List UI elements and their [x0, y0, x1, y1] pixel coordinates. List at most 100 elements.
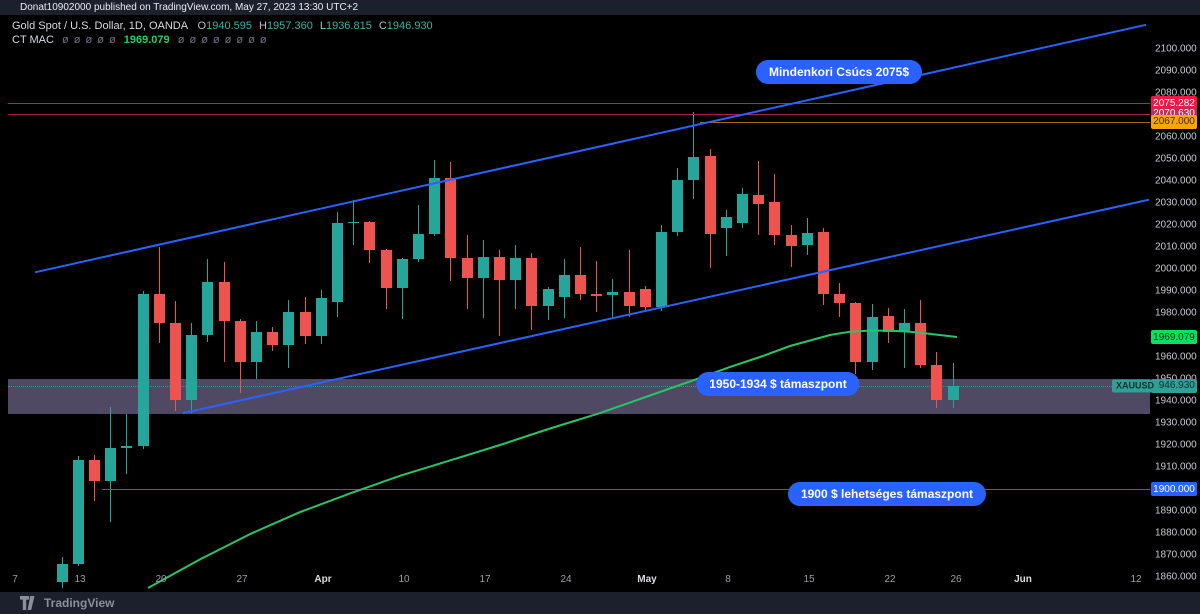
indicator-empty-slot: ø — [108, 34, 116, 46]
price-label-1946.930: 1946.930 — [1151, 378, 1197, 393]
candle[interactable] — [169, 322, 181, 400]
candle[interactable] — [267, 331, 279, 345]
price-line-ath-line-1[interactable] — [8, 103, 1150, 105]
candle[interactable] — [153, 294, 165, 323]
candle[interactable] — [121, 446, 133, 449]
candle-wick[interactable] — [693, 111, 695, 199]
candle[interactable] — [574, 274, 586, 295]
tradingview-brand[interactable]: TradingView — [20, 596, 114, 610]
candle[interactable] — [364, 221, 376, 251]
candle[interactable] — [558, 274, 570, 297]
price-tick-label: 2040.000 — [1155, 175, 1197, 187]
annotation-bubble-2[interactable]: 1950-1934 $ támaszpont — [696, 372, 860, 396]
legend-symbol-row[interactable]: Gold Spot / U.S. Dollar, 1D, OANDA O1940… — [12, 19, 433, 33]
candle[interactable] — [769, 201, 781, 235]
candle[interactable] — [56, 563, 68, 583]
price-line-support-1900[interactable] — [102, 489, 1150, 490]
annotation-bubble-3[interactable]: 1900 $ lehetséges támaszpont — [787, 482, 987, 506]
plot-area[interactable]: Mindenkori Csúcs 2075$ 1950-1934 $ támasz… — [0, 15, 1150, 592]
price-line-orange-level[interactable] — [700, 121, 1150, 123]
candle[interactable] — [412, 233, 424, 260]
candle[interactable] — [623, 292, 635, 307]
candle-wick[interactable] — [126, 414, 128, 474]
candle[interactable] — [445, 177, 457, 258]
candle[interactable] — [866, 317, 878, 363]
candle[interactable] — [882, 316, 894, 332]
candle[interactable] — [477, 256, 489, 278]
moving-average-line[interactable] — [147, 329, 958, 589]
candle[interactable] — [283, 311, 295, 345]
candle[interactable] — [186, 335, 198, 400]
candle[interactable] — [396, 259, 408, 288]
time-tick-May: May — [637, 574, 657, 585]
candle[interactable] — [607, 292, 619, 296]
candle[interactable] — [315, 297, 327, 337]
candle[interactable] — [218, 282, 230, 321]
candle[interactable] — [331, 222, 343, 302]
publish-info-text: Donat10902000 published on TradingView.c… — [20, 2, 359, 13]
candle-wick[interactable] — [790, 225, 792, 267]
price-tick-label: 2100.000 — [1155, 43, 1197, 55]
indicator-name[interactable]: CT MAC — [12, 34, 54, 46]
indicator-value: 1969.079 — [123, 34, 170, 46]
candle[interactable] — [850, 303, 862, 363]
time-tick-7: 7 — [12, 574, 18, 585]
candle[interactable] — [380, 250, 392, 288]
time-axis[interactable]: 7 13 20 27 Apr 10 17 24 May 8 15 22 26 Jun 12 — [0, 570, 1150, 592]
candle-wick[interactable] — [482, 240, 484, 319]
candle[interactable] — [898, 322, 910, 332]
candle[interactable] — [234, 320, 246, 363]
candle-wick[interactable] — [612, 278, 614, 318]
indicator-empty-slot: ø — [97, 34, 104, 46]
time-tick-20: 20 — [155, 574, 167, 585]
price-tick-label: 1980.000 — [1155, 307, 1197, 319]
candle[interactable] — [753, 195, 765, 205]
candle[interactable] — [250, 331, 262, 363]
chart-area[interactable]: Mindenkori Csúcs 2075$ 1950-1934 $ támasz… — [0, 15, 1200, 592]
candle[interactable] — [639, 288, 651, 308]
candle-wick[interactable] — [628, 250, 630, 318]
candle[interactable] — [526, 258, 538, 307]
candle[interactable] — [834, 294, 846, 304]
candle[interactable] — [931, 364, 943, 400]
price-line-ath-line-2[interactable] — [8, 113, 1150, 115]
price-tick-label: 1920.000 — [1155, 439, 1197, 451]
candle-wick[interactable] — [903, 308, 905, 368]
candle[interactable] — [72, 460, 84, 564]
candle[interactable] — [785, 234, 797, 246]
candle[interactable] — [704, 155, 716, 234]
candle[interactable] — [202, 282, 214, 335]
legend[interactable]: Gold Spot / U.S. Dollar, 1D, OANDA O1940… — [12, 19, 433, 47]
time-tick-13: 13 — [74, 574, 86, 585]
candle[interactable] — [348, 221, 360, 224]
candle-wick[interactable] — [596, 261, 598, 312]
candle[interactable] — [817, 231, 829, 295]
candle[interactable] — [510, 258, 522, 280]
candle[interactable] — [105, 448, 117, 482]
candle[interactable] — [720, 217, 732, 229]
candle[interactable] — [947, 385, 959, 400]
annotation-bubble-1[interactable]: Mindenkori Csúcs 2075$ — [755, 60, 923, 84]
candle[interactable] — [672, 179, 684, 232]
candle[interactable] — [591, 294, 603, 296]
candle[interactable] — [493, 256, 505, 280]
trendline-channel-upper[interactable] — [34, 23, 1147, 274]
candle[interactable] — [299, 311, 311, 337]
price-axis[interactable]: 1860.000 1870.000 1880.000 1890.000 1900.000… — [1150, 15, 1200, 592]
candle[interactable] — [137, 294, 149, 447]
indicator-empty-slot: ø — [212, 34, 220, 46]
candle[interactable] — [429, 177, 441, 234]
symbol-title[interactable]: Gold Spot / U.S. Dollar, 1D, OANDA — [12, 20, 188, 32]
candle[interactable] — [461, 258, 473, 278]
tradingview-logo-icon — [20, 596, 35, 610]
candle[interactable] — [736, 194, 748, 223]
candle[interactable] — [88, 460, 100, 482]
candle[interactable] — [915, 322, 927, 365]
price-tick-label: 1930.000 — [1155, 417, 1197, 429]
candle[interactable] — [688, 156, 700, 180]
candle[interactable] — [801, 232, 813, 245]
candle[interactable] — [655, 231, 667, 308]
candle[interactable] — [542, 288, 554, 307]
